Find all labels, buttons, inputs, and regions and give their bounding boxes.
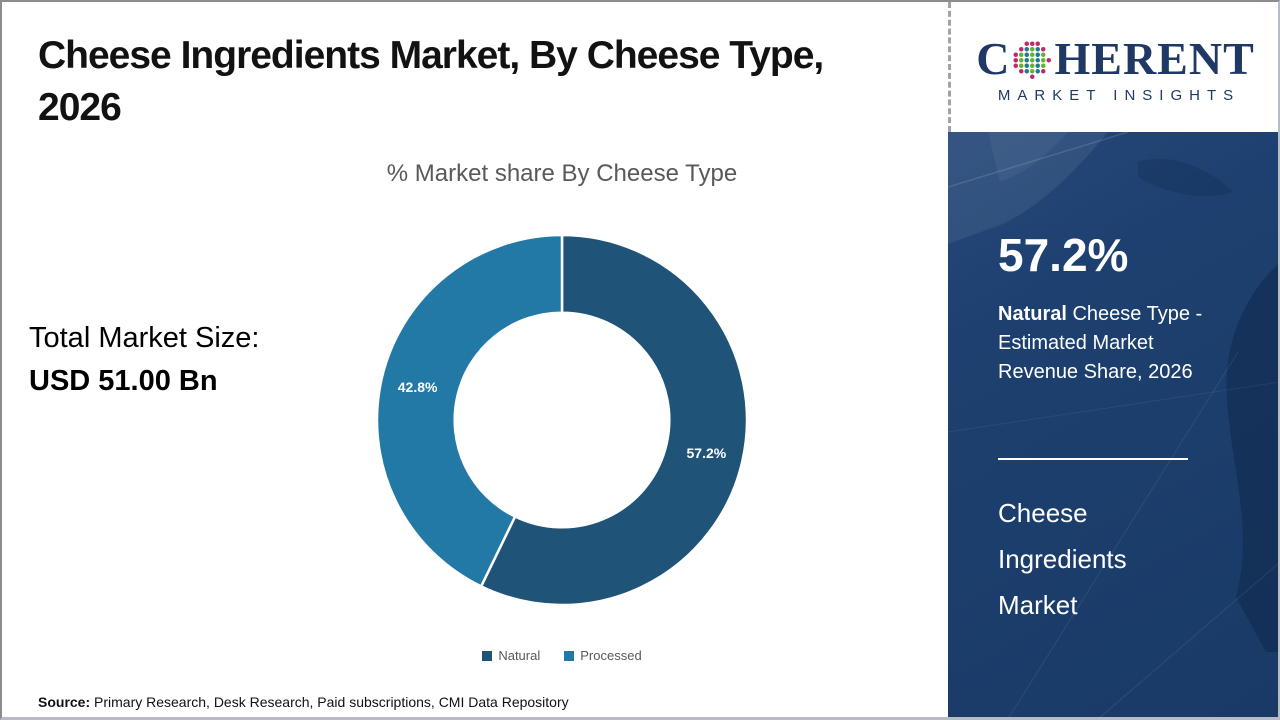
sidebar-divider: [998, 458, 1188, 460]
sidebar-stat-description: Natural Cheese Type - Estimated Market R…: [998, 300, 1226, 387]
globe-dot: [1035, 58, 1041, 63]
legend-swatch-natural: [482, 650, 493, 661]
globe-dot: [1041, 69, 1046, 74]
globe-dot: [1024, 41, 1030, 46]
sidebar-stat-highlight: Natural: [998, 303, 1067, 325]
market-name-line: Market: [998, 590, 1078, 620]
right-sidebar: 57.2% Natural Cheese Type - Estimated Ma…: [948, 132, 1278, 717]
globe-dot: [1041, 47, 1046, 52]
globe-dot: [1035, 63, 1041, 68]
globe-dot: [1041, 58, 1046, 63]
globe-dot: [1013, 58, 1019, 63]
globe-dot: [1035, 47, 1041, 52]
globe-dot: [1030, 63, 1035, 68]
sidebar-stat-value: 57.2%: [998, 229, 1129, 281]
slice-label-processed: 42.8%: [398, 379, 438, 395]
source-text: Primary Research, Desk Research, Paid su…: [90, 694, 569, 710]
logo-letter-c: C: [976, 33, 1011, 84]
source-label: Source:: [38, 694, 91, 710]
logo-tagline: MARKET INSIGHTS: [997, 87, 1241, 104]
globe-dot: [1035, 41, 1041, 46]
chart-title: % Market share By Cheese Type: [386, 160, 738, 187]
globe-dot: [1019, 52, 1024, 57]
donut-slice-natural: [479, 233, 749, 607]
market-name-line: Ingredients: [998, 544, 1127, 574]
globe-dot: [1019, 63, 1024, 68]
globe-dot: [1030, 47, 1035, 52]
globe-dot: [1046, 58, 1052, 63]
page-title: Cheese Ingredients Market, By Cheese Typ…: [38, 34, 824, 129]
source-line: Source: Primary Research, Desk Research,…: [38, 694, 569, 710]
globe-dot: [1019, 58, 1024, 63]
globe-dot: [1024, 58, 1030, 63]
donut-slice-processed: [375, 233, 564, 589]
logo-brand-rest: HERENT: [1054, 33, 1255, 84]
globe-dot: [1030, 58, 1035, 63]
legend-item-processed: Processed: [564, 648, 642, 663]
total-market-size-label: Total Market Size:: [29, 322, 260, 354]
chart-legend: Natural Processed: [342, 648, 782, 663]
market-name-line: Cheese: [998, 498, 1088, 528]
legend-swatch-processed: [564, 650, 575, 661]
globe-dot: [1013, 63, 1019, 68]
globe-dot: [1024, 69, 1030, 74]
globe-dot: [1024, 47, 1030, 52]
globe-dot: [1030, 41, 1035, 46]
donut-chart: 57.2% 42.8%: [375, 233, 749, 607]
globe-dot: [1041, 63, 1046, 68]
globe-dot: [1035, 69, 1041, 74]
legend-item-natural: Natural: [482, 648, 540, 663]
globe-dot: [1041, 52, 1046, 57]
globe-dot: [1030, 69, 1035, 74]
globe-dot: [1035, 52, 1041, 57]
world-map-decoration: [948, 132, 1278, 717]
logo-brand-row: C HERENT: [976, 36, 1255, 82]
sidebar-stat-rest: Cheese Type - Estimated Market Revenue S…: [998, 303, 1203, 383]
legend-label-natural: Natural: [498, 648, 541, 663]
globe-dot: [1024, 52, 1030, 57]
globe-dot: [1030, 74, 1035, 79]
total-market-size-block: Total Market Size: USD 51.00 Bn: [29, 322, 259, 398]
globe-dot: [1030, 52, 1035, 57]
globe-dot: [1019, 47, 1024, 52]
dotted-globe-icon: [1013, 41, 1052, 79]
globe-dot: [1019, 69, 1024, 74]
total-market-size-value: USD 51.00 Bn: [29, 365, 218, 397]
globe-dot: [1024, 63, 1030, 68]
globe-dot: [1013, 52, 1019, 57]
slice-label-natural: 57.2%: [687, 445, 727, 461]
coherent-market-insights-logo[interactable]: C HERENT MARKET INSIGHTS: [948, 2, 1278, 132]
sidebar-market-name: Cheese Ingredients Market: [998, 490, 1127, 628]
legend-label-processed: Processed: [580, 648, 642, 663]
